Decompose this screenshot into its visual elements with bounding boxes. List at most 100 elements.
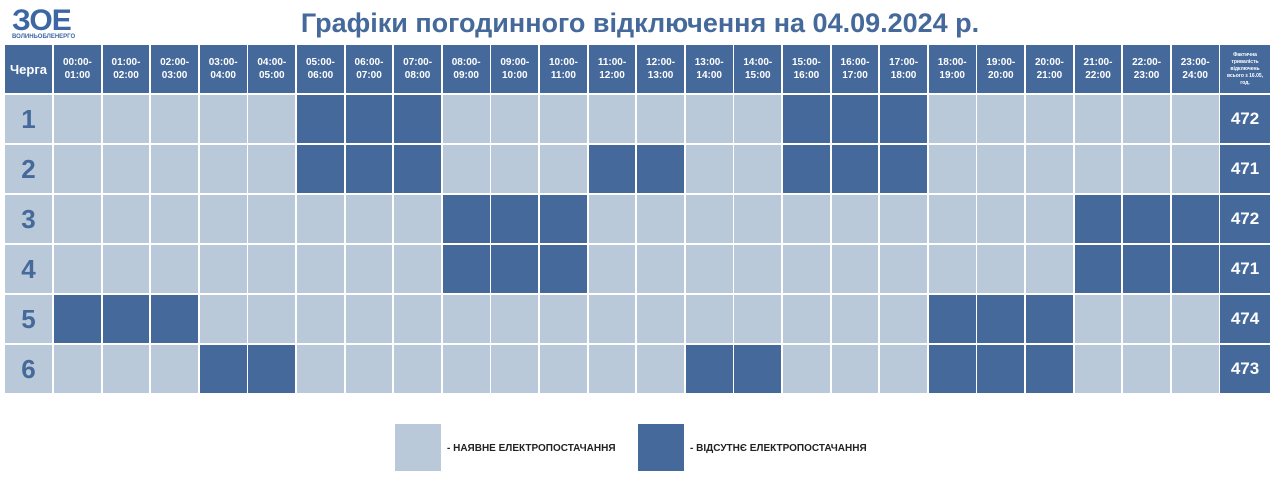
power-cell xyxy=(345,295,393,343)
power-cell xyxy=(1123,345,1170,393)
power-cell xyxy=(54,95,101,143)
power-cell xyxy=(1074,145,1122,193)
hour-label: 13:00 xyxy=(647,70,674,81)
logo-subtitle: ВОЛИНЬОБЛЕНЕРГО xyxy=(12,34,76,40)
hour-label: 23:00- xyxy=(1180,57,1210,68)
queue-number: 5 xyxy=(5,295,52,343)
hour-header: 15:00- 16:00 xyxy=(783,45,830,93)
outage-cell xyxy=(1074,195,1122,243)
power-cell xyxy=(442,95,490,143)
hour-header: 21:00- 22:00 xyxy=(1074,45,1122,93)
hour-label: 15:00 xyxy=(745,70,771,81)
legend-swatch-on xyxy=(395,424,441,471)
outage-cell xyxy=(1026,345,1073,393)
outage-cell xyxy=(928,345,976,393)
hour-label: 06:00 xyxy=(307,70,334,81)
hour-label: 12:00 xyxy=(599,70,625,81)
power-cell xyxy=(248,95,296,143)
outage-cell xyxy=(1171,245,1219,293)
outage-cell xyxy=(491,195,539,243)
power-cell xyxy=(540,345,587,393)
queue-number: 4 xyxy=(5,245,52,293)
title: Графіки погодинного відключення на 04.09… xyxy=(300,8,980,38)
power-cell xyxy=(345,245,393,293)
power-cell xyxy=(248,195,296,243)
hour-label: 20:00 xyxy=(988,70,1014,81)
hour-header: 06:00- 07:00 xyxy=(345,45,393,93)
hour-label: 05:00- xyxy=(305,57,335,68)
power-cell xyxy=(442,145,490,193)
power-cell xyxy=(151,345,198,393)
hour-header: 14:00- 15:00 xyxy=(734,45,782,93)
power-cell xyxy=(588,295,636,343)
power-cell xyxy=(102,245,150,293)
power-cell xyxy=(394,295,441,343)
power-cell xyxy=(977,245,1025,293)
power-cell xyxy=(928,145,976,193)
hour-header: 20:00- 21:00 xyxy=(1026,45,1073,93)
power-cell xyxy=(831,195,879,243)
power-cell xyxy=(880,345,927,393)
hour-header: 07:00- 08:00 xyxy=(394,45,441,93)
hour-label: 01:00 xyxy=(64,70,91,81)
power-cell xyxy=(588,195,636,243)
power-cell xyxy=(588,245,636,293)
hour-header: 03:00- 04:00 xyxy=(199,45,247,93)
hour-label: 22:00 xyxy=(1085,70,1111,81)
power-cell xyxy=(151,145,198,193)
power-cell xyxy=(297,195,344,243)
total-header-line: тривалість xyxy=(1231,58,1259,65)
hour-label: 22:00- xyxy=(1132,57,1162,68)
power-cell xyxy=(1171,295,1219,343)
power-cell xyxy=(151,195,198,243)
power-cell xyxy=(540,295,587,343)
hour-label: 05:00 xyxy=(259,70,285,81)
total-header-line: Фактична xyxy=(1233,51,1257,58)
legend-on: - НАЯВНЕ ЕЛЕКТРОПОСТАЧАННЯ xyxy=(447,443,616,454)
power-cell xyxy=(102,195,150,243)
outage-cell xyxy=(831,145,879,193)
outage-cell xyxy=(540,195,587,243)
total-header-line: год. xyxy=(1240,79,1250,86)
power-cell xyxy=(928,245,976,293)
hour-label: 23:00 xyxy=(1133,70,1160,81)
hour-label: 11:00 xyxy=(550,70,576,81)
total-header-line: відключень xyxy=(1230,65,1260,72)
hour-label: 17:00- xyxy=(889,57,919,68)
hour-label: 04:00 xyxy=(210,70,236,81)
outage-cell xyxy=(880,145,927,193)
power-cell xyxy=(831,345,879,393)
power-cell xyxy=(880,295,927,343)
outage-cell xyxy=(297,95,344,143)
power-cell xyxy=(685,145,733,193)
total-hours: 472 xyxy=(1220,95,1270,143)
hour-label: 12:00- xyxy=(646,57,676,68)
power-cell xyxy=(297,345,344,393)
hour-label: 18:00- xyxy=(937,57,967,68)
power-cell xyxy=(734,245,782,293)
power-cell xyxy=(637,295,684,343)
hour-label: 06:00- xyxy=(354,57,384,68)
power-cell xyxy=(1123,145,1170,193)
outage-cell xyxy=(1074,245,1122,293)
hour-label: 15:00- xyxy=(791,57,821,68)
outage-cell xyxy=(977,295,1025,343)
hour-header: 13:00- 14:00 xyxy=(685,45,733,93)
outage-cell xyxy=(1171,195,1219,243)
hour-label: 08:00 xyxy=(404,70,431,81)
queue-number: 2 xyxy=(5,145,52,193)
total-hours: 472 xyxy=(1220,195,1270,243)
power-cell xyxy=(102,345,150,393)
total-header: Фактична тривалість відключень всього з 16.… xyxy=(1220,45,1270,93)
outage-cell xyxy=(199,345,247,393)
power-cell xyxy=(831,245,879,293)
power-cell xyxy=(1123,95,1170,143)
hour-label: 16:00- xyxy=(840,57,870,68)
power-cell xyxy=(1026,145,1073,193)
power-cell xyxy=(442,295,490,343)
power-cell xyxy=(783,295,830,343)
outage-cell xyxy=(491,245,539,293)
power-cell xyxy=(54,195,101,243)
total-hours: 473 xyxy=(1220,345,1270,393)
hour-label: 10:00 xyxy=(502,70,528,81)
